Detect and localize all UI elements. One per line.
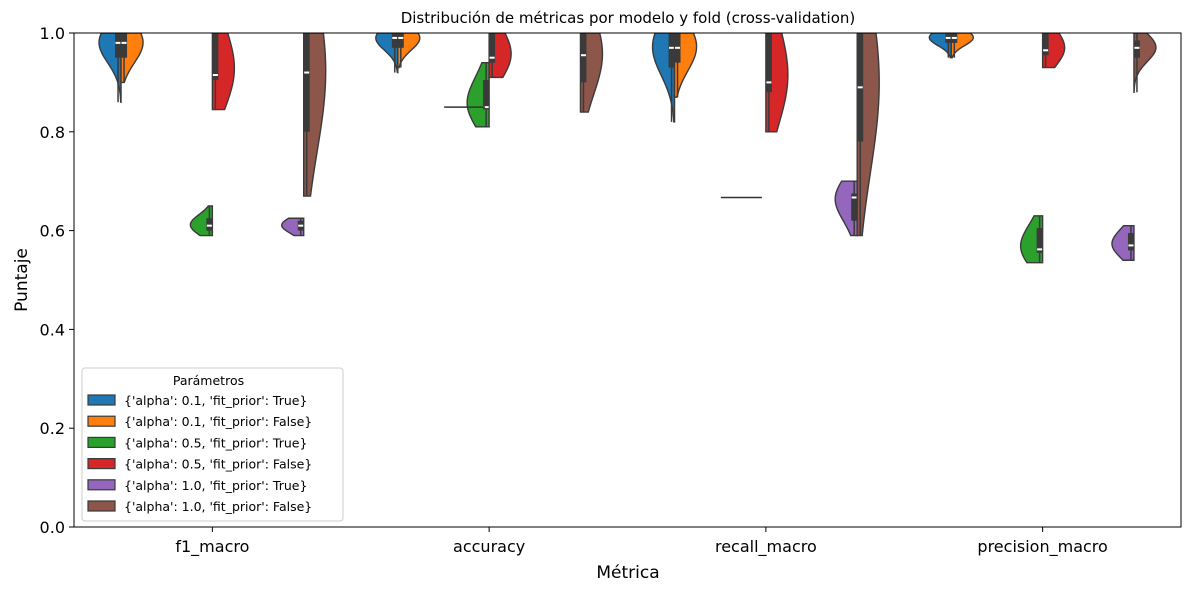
y-tick-label-1: 0.2: [40, 419, 65, 438]
y-axis-label: Puntaje: [12, 248, 32, 312]
legend-entry-5: {'alpha': 1.0, 'fit_prior': False}: [124, 499, 312, 514]
y-tick-label-4: 0.8: [40, 123, 65, 142]
x-axis-label: Métrica: [596, 563, 659, 583]
violin-1-2: [466, 61, 490, 128]
chart-title: Distribución de métricas por modelo y fo…: [401, 9, 856, 27]
axes: 0.0 0.2 0.4 0.6 0.8 1.0 f1_macro accuracy recall…: [40, 24, 1182, 557]
legend-swatch-0: [87, 394, 116, 406]
legend-swatch-3: [87, 458, 116, 470]
plot-frame: [73, 32, 1182, 528]
legend-entry-1: {'alpha': 0.1, 'fit_prior': False}: [124, 414, 312, 429]
x-tick-label-1: accuracy: [453, 537, 525, 556]
legend-swatch-4: [87, 479, 116, 491]
legend-entry-0: {'alpha': 0.1, 'fit_prior': True}: [124, 393, 307, 408]
legend: Parámetros {'alpha': 0.1, 'fit_prior': Tr…: [81, 367, 344, 522]
y-tick-label-0: 0.0: [40, 518, 65, 537]
legend-entry-4: {'alpha': 1.0, 'fit_prior': True}: [124, 478, 307, 493]
x-tick-label-3: precision_macro: [977, 537, 1107, 557]
y-tick-label-5: 1.0: [40, 24, 65, 43]
legend-swatch-5: [87, 500, 116, 512]
y-tick-label-3: 0.6: [40, 222, 65, 241]
legend-title: Parámetros: [173, 373, 244, 388]
legend-swatch-2: [87, 436, 116, 448]
x-tick-label-2: recall_macro: [715, 537, 817, 557]
legend-entry-2: {'alpha': 0.5, 'fit_prior': True}: [124, 435, 307, 450]
legend-entry-3: {'alpha': 0.5, 'fit_prior': False}: [124, 457, 312, 472]
x-tick-label-0: f1_macro: [175, 537, 249, 557]
legend-box: [81, 367, 344, 522]
y-tick-label-2: 0.4: [40, 320, 65, 339]
legend-swatch-1: [87, 415, 116, 427]
plot-area: [98, 33, 1157, 264]
